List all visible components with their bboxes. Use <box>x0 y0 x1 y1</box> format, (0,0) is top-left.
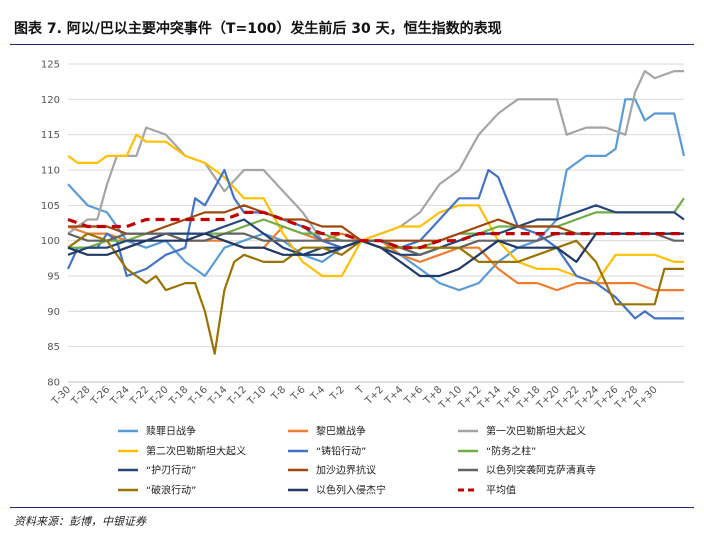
legend-label: 以色列突袭阿克萨清真寺 <box>486 464 596 477</box>
y-tick-label: 125 <box>41 60 60 71</box>
x-tick-label: T+4 <box>382 384 405 407</box>
y-tick-label: 120 <box>41 95 60 106</box>
x-tick-label: T-20 <box>147 384 171 408</box>
x-tick-label: T+2 <box>363 384 386 407</box>
x-tick-label: T-16 <box>186 384 210 408</box>
x-tick-label: T-18 <box>167 384 191 408</box>
legend-label: “防务之柱” <box>486 445 536 458</box>
x-tick-label: T-2 <box>328 384 347 403</box>
x-tick-label: T-6 <box>289 384 308 403</box>
legend-label: 以色列入侵杰宁 <box>316 484 386 497</box>
y-tick-label: 85 <box>47 342 60 353</box>
y-tick-label: 95 <box>47 272 60 283</box>
legend-label: 赎罪日战争 <box>146 425 196 438</box>
legend-label: 加沙边界抗议 <box>316 464 376 477</box>
x-tick-label: T-8 <box>269 384 288 403</box>
x-tick-label: T-4 <box>308 384 327 403</box>
y-tick-label: 80 <box>47 378 60 389</box>
legend-label: 平均值 <box>486 484 516 497</box>
chart-grid <box>68 63 684 383</box>
y-tick-label: 110 <box>41 166 60 177</box>
x-tick-label: T-12 <box>225 384 249 408</box>
x-tick-label: T-26 <box>89 384 113 408</box>
series-line-6 <box>67 204 685 256</box>
y-tick-label: 100 <box>41 236 60 247</box>
legend-label: 第一次巴勒斯坦大起义 <box>486 425 586 438</box>
x-tick-label: T-22 <box>128 384 152 408</box>
legend-label: 黎巴嫩战争 <box>316 425 366 438</box>
series-group <box>67 69 686 355</box>
series-line-2 <box>67 69 684 249</box>
legend-label: “护刃行动” <box>146 464 196 477</box>
x-tick-label: T <box>354 384 367 397</box>
x-tick-label: T-28 <box>69 384 93 408</box>
line-chart: 80859095100105110115120125T-30T-28T-26T-… <box>41 60 686 497</box>
legend-label: “铸铅行动” <box>316 445 366 458</box>
series-line-11 <box>67 210 684 250</box>
x-tick-label: T-24 <box>108 384 132 408</box>
y-tick-label: 90 <box>47 307 60 318</box>
series-line-4 <box>67 168 684 320</box>
y-tick-label: 105 <box>41 201 60 212</box>
x-tick-label: T-10 <box>245 384 269 408</box>
chart-title: 图表 7. 阿以/巴以主要冲突事件（T=100）发生前后 30 天，恒生指数的表… <box>14 21 502 37</box>
source-note: 资料来源：彭博，中银证券 <box>14 515 146 528</box>
series-line-9 <box>67 232 684 355</box>
legend-label: 第二次巴勒斯坦大起义 <box>146 445 246 458</box>
series-line-8 <box>67 232 684 256</box>
x-tick-label: T-14 <box>206 384 230 408</box>
top-rule <box>10 44 694 45</box>
bottom-rule <box>10 507 694 508</box>
series-line-10 <box>67 232 684 278</box>
legend-label: “破浪行动” <box>146 484 196 497</box>
x-tick-label: T+6 <box>402 384 425 407</box>
y-tick-label: 115 <box>41 130 60 141</box>
